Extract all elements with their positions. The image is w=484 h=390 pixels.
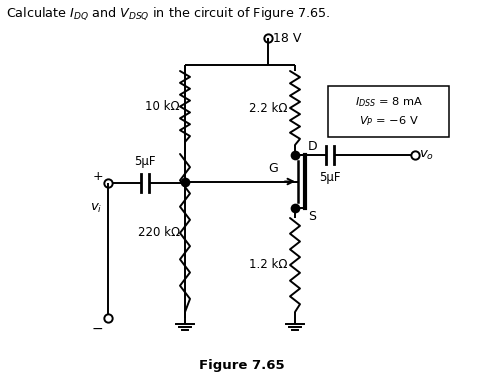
- Text: Calculate $I_{DQ}$ and $V_{DSQ}$ in the circuit of Figure 7.65.: Calculate $I_{DQ}$ and $V_{DSQ}$ in the …: [6, 5, 330, 22]
- Text: S: S: [307, 210, 316, 223]
- Text: $v_i$: $v_i$: [90, 202, 102, 214]
- Text: $v_o$: $v_o$: [418, 149, 433, 161]
- Text: $I_{DSS}$ = 8 mA: $I_{DSS}$ = 8 mA: [354, 96, 422, 109]
- Text: $V_P$ = −6 V: $V_P$ = −6 V: [358, 115, 418, 128]
- Text: 1.2 kΩ: 1.2 kΩ: [249, 259, 287, 271]
- Text: 5μF: 5μF: [134, 155, 155, 168]
- Text: 2.2 kΩ: 2.2 kΩ: [249, 101, 287, 115]
- FancyBboxPatch shape: [328, 85, 449, 136]
- Text: G: G: [268, 163, 277, 176]
- Text: 10 kΩ: 10 kΩ: [145, 100, 180, 113]
- Text: 5μF: 5μF: [318, 171, 340, 184]
- Text: D: D: [307, 140, 317, 153]
- Text: Figure 7.65: Figure 7.65: [199, 359, 284, 372]
- Text: 18 V: 18 V: [272, 32, 301, 44]
- Text: 220 kΩ: 220 kΩ: [137, 227, 180, 239]
- Text: +: +: [92, 170, 103, 184]
- Text: −: −: [91, 322, 103, 336]
